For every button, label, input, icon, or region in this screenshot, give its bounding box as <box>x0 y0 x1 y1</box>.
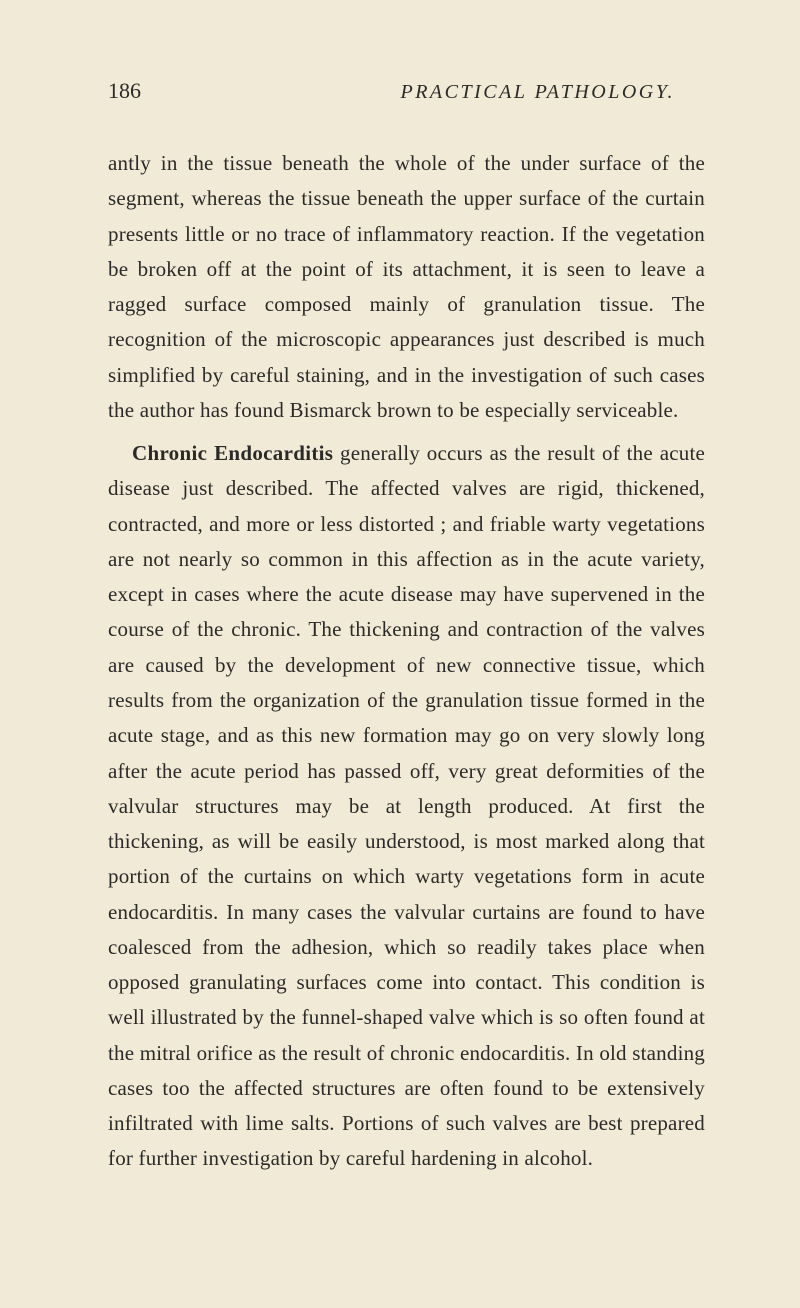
page-number: 186 <box>108 78 141 104</box>
section-heading: Chronic Endocarditis <box>132 441 333 465</box>
body-text: antly in the tissue beneath the whole of… <box>108 146 705 1177</box>
paragraph-1: antly in the tissue beneath the whole of… <box>108 146 705 428</box>
paragraph-2: Chronic Endocarditis generally occurs as… <box>108 436 705 1177</box>
paragraph-2-body: generally occurs as the result of the ac… <box>108 441 705 1170</box>
running-title: PRACTICAL PATHOLOGY. <box>400 81 675 104</box>
page-header: 186 PRACTICAL PATHOLOGY. <box>108 78 705 104</box>
